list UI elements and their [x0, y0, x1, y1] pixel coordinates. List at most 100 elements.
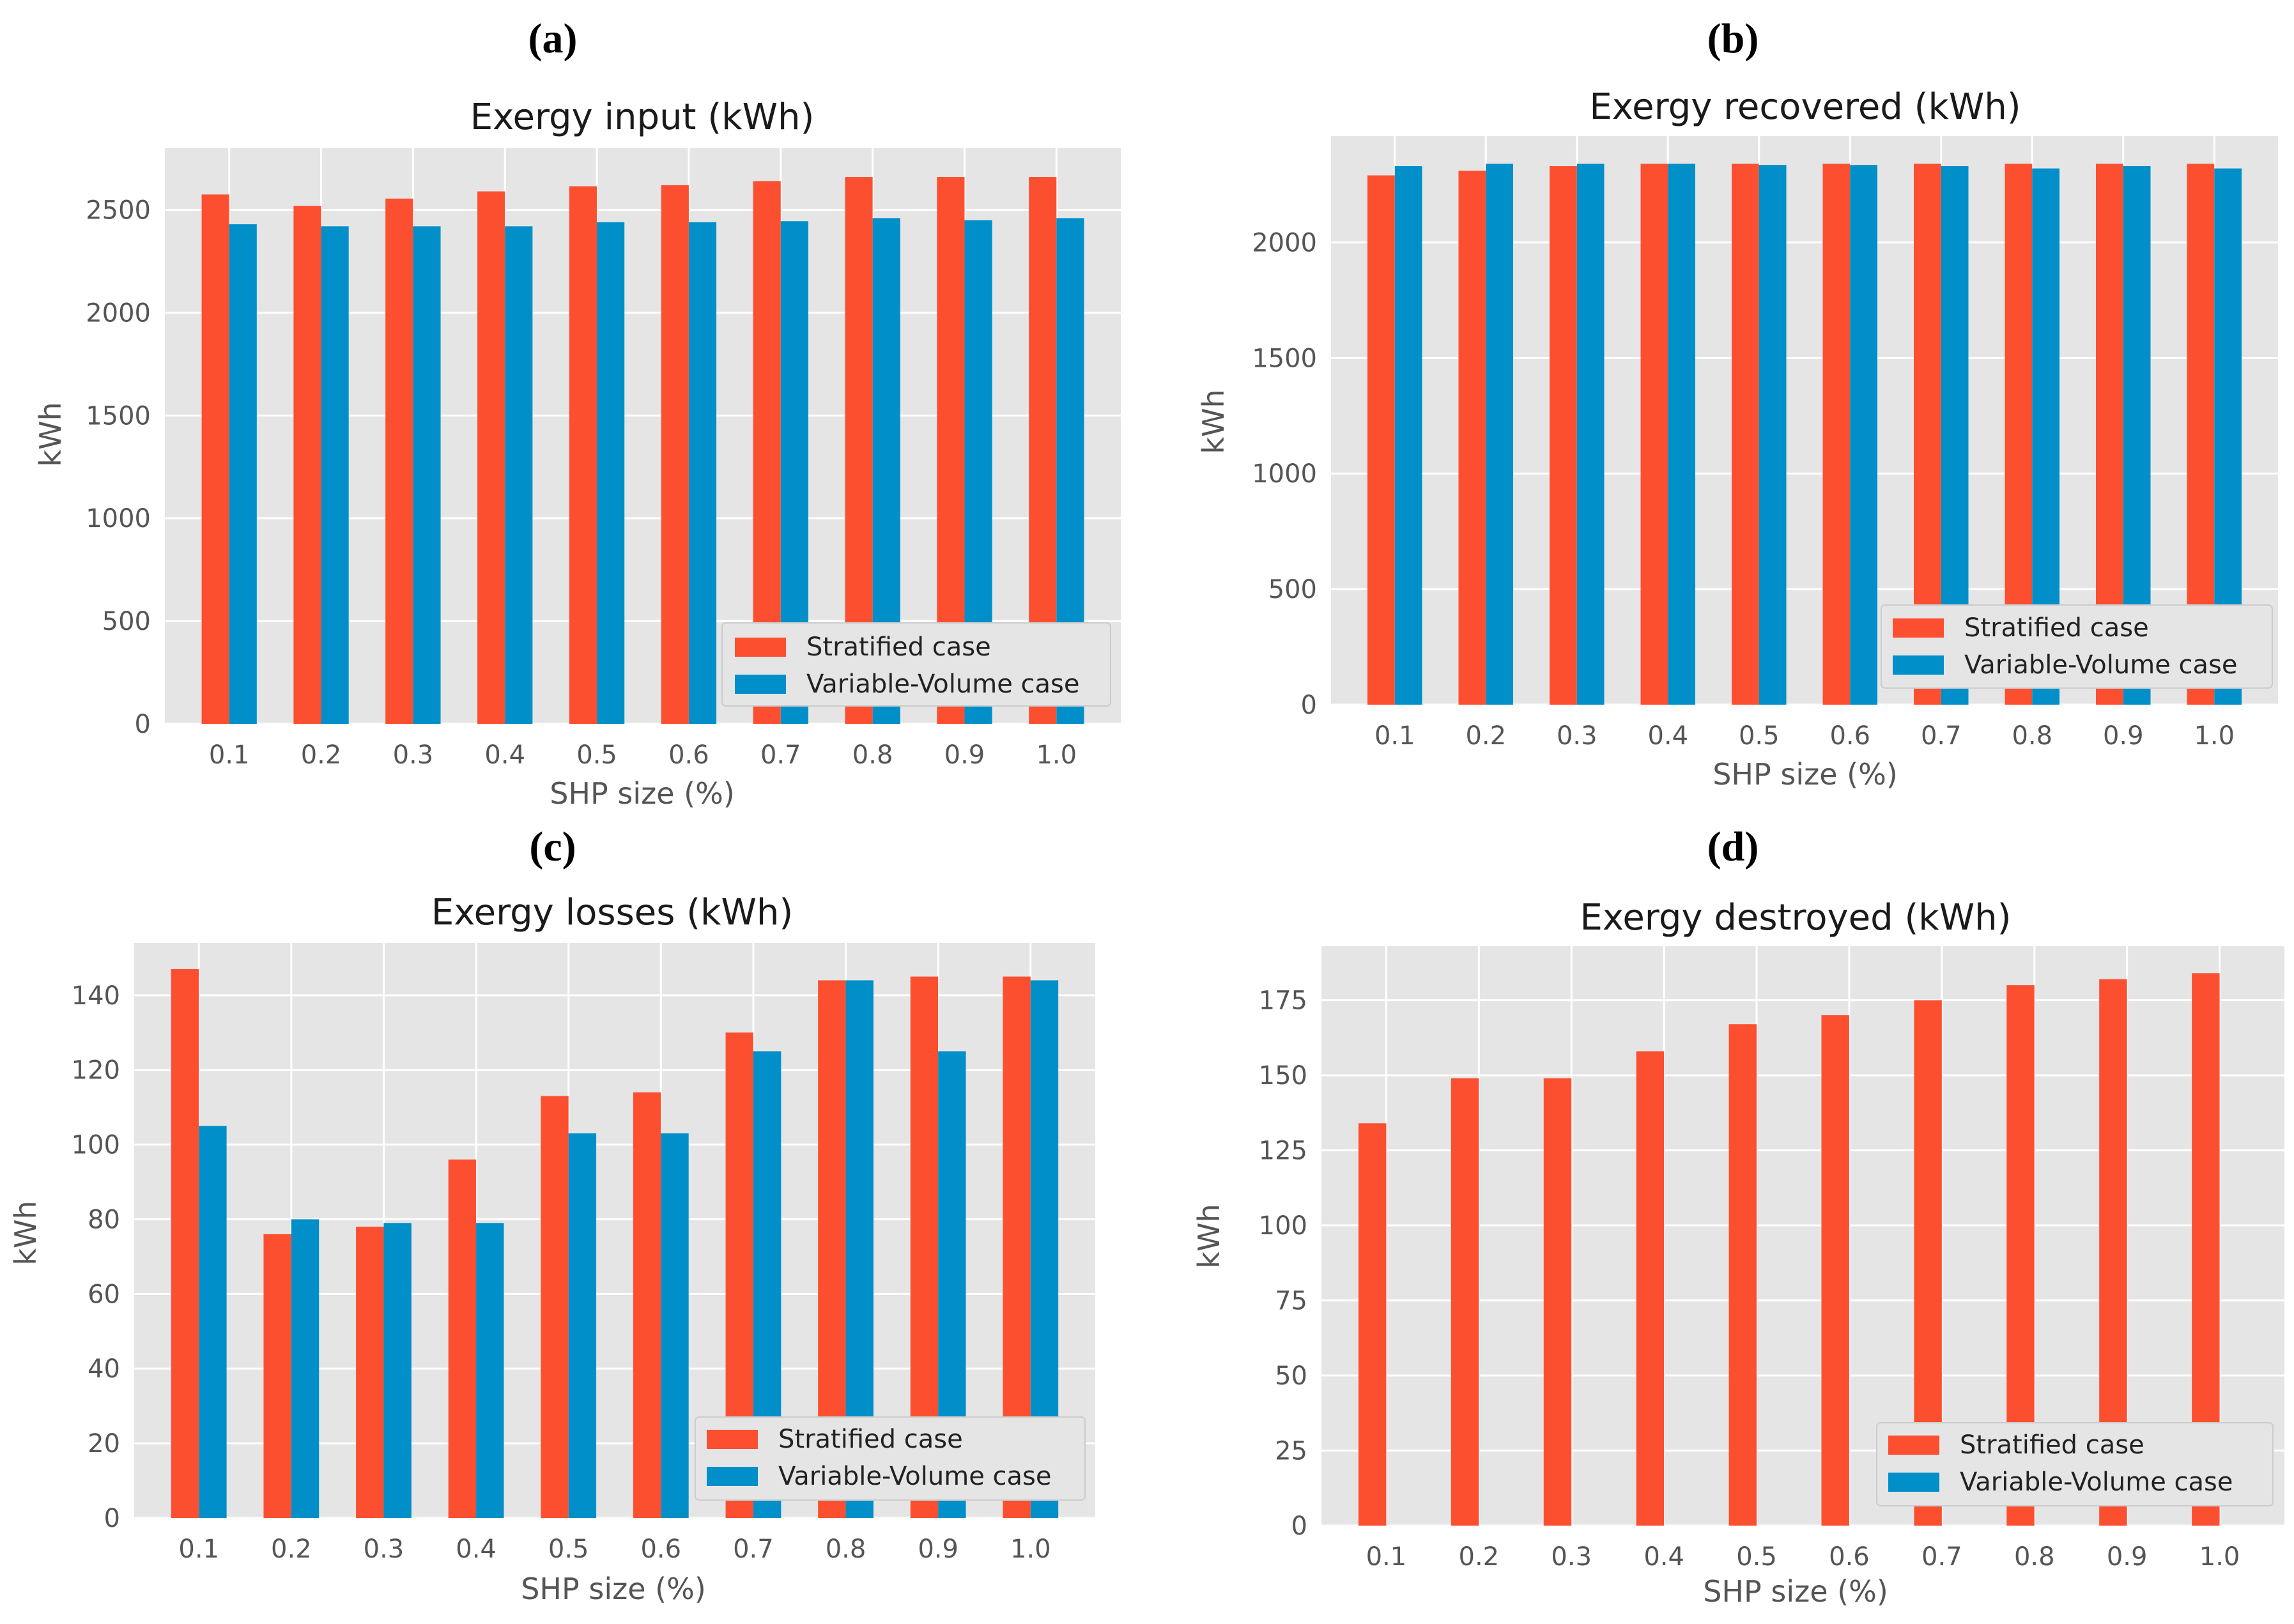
bar-stratified — [661, 185, 689, 724]
chart-panel-a: (a) Exergy input (kWh) 0 500 1000 1500 2000 2… — [33, 15, 1121, 811]
x-tick-label: 0.8 — [826, 1535, 866, 1564]
y-tick-label: 500 — [102, 607, 151, 636]
legend-swatch-stratified-a — [735, 638, 786, 657]
bar-variable-volume — [1394, 166, 1422, 705]
x-tick-label: 0.7 — [760, 740, 801, 770]
bar-variable-volume — [291, 1219, 319, 1518]
legend-label-stratified-b: Stratified case — [1964, 613, 2149, 643]
x-tick-label: 0.5 — [1739, 721, 1780, 751]
x-tick-label: 0.2 — [1459, 1542, 1500, 1572]
bar-stratified — [171, 969, 199, 1518]
y-tick-label: 175 — [1259, 986, 1307, 1016]
bar-stratified — [263, 1234, 291, 1518]
y-tick-label: 500 — [1268, 575, 1317, 604]
bar-variable-volume — [476, 1223, 504, 1518]
bar-stratified — [1636, 1051, 1665, 1526]
x-tick-label: 0.3 — [364, 1535, 404, 1564]
x-tick-label: 0.9 — [918, 1535, 958, 1564]
y-tick-label: 100 — [72, 1131, 120, 1160]
y-tick-label: 125 — [1259, 1137, 1307, 1166]
y-axis-label-c: kWh — [8, 1200, 43, 1265]
y-tick-label: 60 — [88, 1280, 120, 1309]
bar-stratified — [1543, 1078, 1572, 1526]
chart-title-a: Exergy input (kWh) — [470, 96, 815, 138]
x-tick-label: 1.0 — [1010, 1535, 1051, 1564]
bar-stratified — [293, 206, 321, 724]
y-tick-label: 140 — [72, 981, 120, 1011]
x-tick-label: 0.4 — [1647, 721, 1688, 751]
legend-d: Stratified case Variable-Volume case — [1876, 1422, 2274, 1506]
bar-variable-volume — [661, 1133, 689, 1518]
bar-variable-volume — [229, 224, 257, 724]
x-tick-label: 0.8 — [2012, 721, 2052, 751]
y-tick-label: 40 — [88, 1354, 120, 1384]
y-tick-label: 0 — [104, 1504, 120, 1533]
bar-variable-volume — [321, 226, 349, 724]
x-tick-label: 0.5 — [576, 740, 617, 770]
bar-stratified — [633, 1092, 661, 1518]
y-tick-label: 2000 — [1252, 228, 1317, 257]
y-tick-label: 75 — [1275, 1287, 1307, 1316]
panel-label-a: (a) — [528, 15, 578, 62]
legend-label-variable-volume-d: Variable-Volume case — [1960, 1467, 2233, 1497]
legend-b: Stratified case Variable-Volume case — [1881, 604, 2273, 689]
legend-swatch-stratified-b — [1893, 618, 1944, 638]
bar-variable-volume — [1576, 164, 1605, 705]
y-tick-label: 20 — [88, 1429, 120, 1459]
y-tick-label: 1500 — [1252, 344, 1317, 373]
chart-panel-c: (c) Exergy losses (kWh) 0 20 40 60 80 100 120 1… — [8, 823, 1095, 1606]
x-tick-label: 0.5 — [548, 1535, 589, 1564]
y-tick-label: 1000 — [86, 504, 151, 533]
y-tick-label: 150 — [1259, 1061, 1307, 1091]
x-tick-label: 0.9 — [2103, 721, 2144, 751]
legend-swatch-variable-volume-a — [735, 675, 786, 694]
chart-title-b: Exergy recovered (kWh) — [1589, 86, 2021, 128]
y-axis-label-d: kWh — [1192, 1204, 1226, 1268]
panel-label-b: (b) — [1707, 15, 1759, 62]
x-tick-label: 0.1 — [209, 740, 250, 770]
bar-variable-volume — [505, 226, 533, 724]
x-tick-label: 0.7 — [1921, 721, 1962, 751]
x-tick-label: 0.1 — [1374, 721, 1415, 751]
y-tick-label: 1000 — [1252, 459, 1317, 489]
legend-c: Stratified case Variable-Volume case — [695, 1416, 1086, 1501]
x-tick-label: 0.1 — [178, 1535, 219, 1564]
y-tick-label: 0 — [1291, 1512, 1307, 1541]
y-axis-label-a: kWh — [33, 402, 68, 466]
y-tick-label: 50 — [1275, 1361, 1307, 1391]
bar-variable-volume — [568, 1133, 597, 1518]
bar-stratified — [1550, 166, 1577, 705]
x-tick-label: 0.7 — [1921, 1542, 1962, 1572]
bar-stratified — [1358, 1123, 1387, 1526]
bar-stratified — [448, 1159, 477, 1518]
x-axis-label-c: SHP size (%) — [521, 1572, 706, 1606]
x-tick-label: 0.6 — [1829, 721, 1870, 751]
legend-label-stratified-d: Stratified case — [1960, 1430, 2144, 1460]
x-tick-label: 0.3 — [1557, 721, 1597, 751]
x-tick-label: 0.2 — [271, 1535, 312, 1564]
y-tick-label: 0 — [135, 710, 151, 739]
bar-stratified — [541, 1096, 569, 1518]
x-tick-label: 0.9 — [944, 740, 985, 770]
bar-variable-volume — [1759, 165, 1787, 705]
x-tick-label: 0.3 — [1551, 1542, 1592, 1572]
legend-swatch-variable-volume-d — [1888, 1473, 1939, 1492]
x-tick-label: 0.6 — [1829, 1542, 1870, 1572]
x-tick-label: 0.8 — [2014, 1542, 2055, 1572]
x-tick-label: 0.7 — [733, 1535, 774, 1564]
bar-stratified — [385, 198, 413, 724]
legend-box-c — [695, 1416, 1086, 1501]
y-tick-label: 100 — [1259, 1211, 1307, 1241]
x-tick-label: 0.6 — [640, 1535, 681, 1564]
legend-swatch-stratified-d — [1888, 1436, 1939, 1455]
x-tick-label: 0.2 — [1465, 721, 1506, 751]
legend-label-stratified-c: Stratified case — [778, 1425, 963, 1454]
bar-stratified — [356, 1227, 384, 1518]
legend-a: Stratified case Variable-Volume case — [721, 622, 1111, 707]
bar-variable-volume — [1668, 164, 1695, 705]
bar-stratified — [1640, 164, 1668, 705]
y-tick-label: 2500 — [86, 196, 151, 226]
x-tick-label: 0.8 — [852, 740, 893, 770]
legend-swatch-variable-volume-b — [1893, 655, 1944, 675]
